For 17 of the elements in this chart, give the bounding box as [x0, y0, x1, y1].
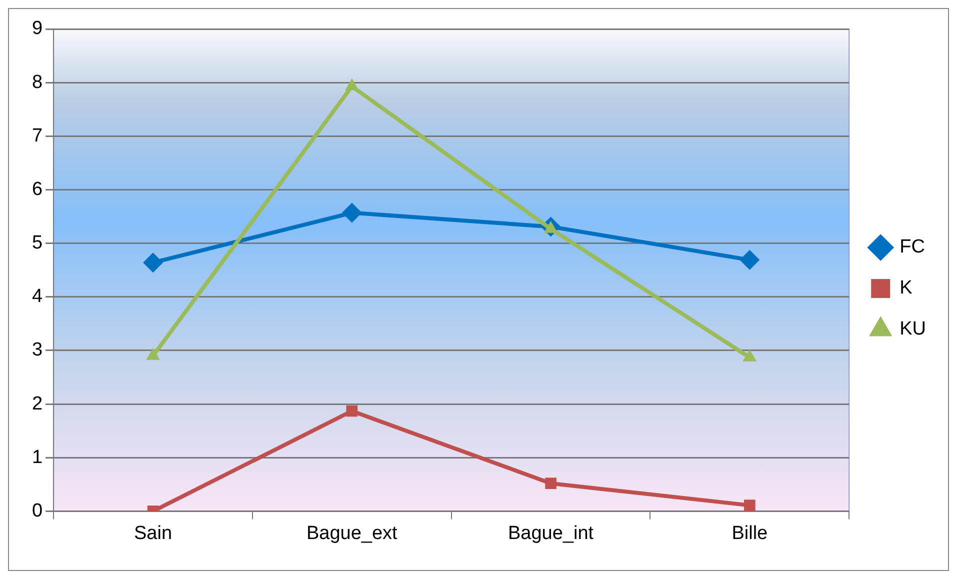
y-tick-label: 5	[32, 232, 43, 254]
x-tick-label: Bague_int	[508, 522, 594, 544]
legend-label: FC	[900, 236, 925, 258]
legend-label: KU	[900, 318, 926, 340]
y-tick-label: 3	[32, 340, 43, 361]
y-tick-label: 2	[32, 393, 43, 414]
legend-label: K	[900, 278, 913, 299]
x-tick-label: Bague_ext	[306, 522, 398, 544]
x-tick-label: Sain	[134, 522, 172, 544]
x-tick-label: Bille	[732, 522, 768, 544]
y-tick-label: 1	[32, 446, 43, 468]
y-tick-label: 0	[32, 500, 43, 522]
y-tick-label: 8	[32, 72, 43, 93]
y-tick-label: 4	[32, 286, 43, 308]
y-tick-label: 9	[32, 18, 43, 40]
y-tick-label: 6	[32, 178, 43, 200]
y-tick-label: 7	[32, 125, 43, 146]
